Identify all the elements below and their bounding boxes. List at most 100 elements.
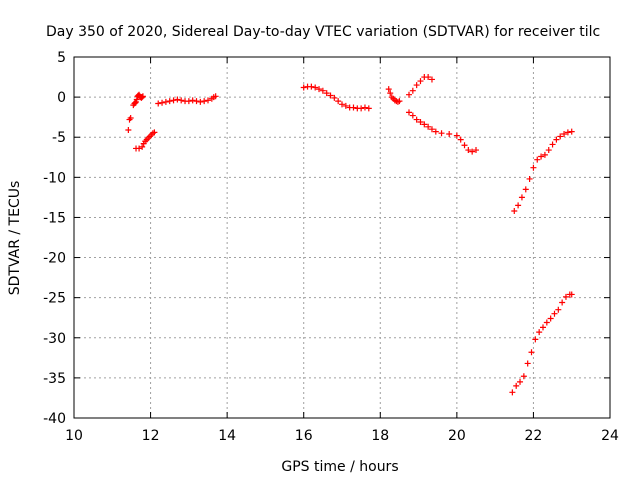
data-point <box>547 315 554 322</box>
axis-ticks: 10 12 14 16 18 20 22 24 5 0 -5 -10 -15 -20 -25 -30 -35 -4… <box>43 50 619 444</box>
data-point <box>561 131 568 138</box>
data-point <box>323 90 330 97</box>
x-tick-label: 20 <box>448 428 466 444</box>
data-point <box>513 382 520 389</box>
data-point <box>557 133 564 140</box>
data-point <box>428 126 435 133</box>
data-point <box>189 97 196 104</box>
data-point <box>461 142 468 149</box>
data-point <box>432 128 439 135</box>
data-point <box>385 86 392 93</box>
data-point <box>526 175 533 182</box>
data-point <box>536 329 543 336</box>
data-point <box>469 148 476 155</box>
data-point <box>166 98 173 105</box>
data-point <box>438 130 445 137</box>
data-point <box>201 98 208 105</box>
y-axis-label: SDTVAR / TECUs <box>7 181 23 296</box>
data-point <box>473 147 479 154</box>
data-point <box>545 147 552 154</box>
data-point <box>406 109 412 116</box>
data-point <box>406 91 412 98</box>
data-point <box>212 93 219 100</box>
y-tick-label: -20 <box>43 251 66 267</box>
data-point <box>139 143 146 150</box>
data-point <box>568 128 575 135</box>
x-tick-label: 22 <box>525 428 543 444</box>
data-point <box>413 116 420 123</box>
data-point <box>562 293 569 300</box>
data-point <box>358 105 365 112</box>
data-point <box>365 105 372 112</box>
data-point <box>339 101 345 108</box>
data-point <box>457 136 464 143</box>
data-point <box>517 378 524 385</box>
data-point <box>197 98 204 105</box>
y-tick-label: 5 <box>57 50 66 66</box>
data-point <box>125 127 132 134</box>
data-point <box>446 131 453 138</box>
data-point <box>139 94 146 101</box>
data-point <box>520 373 527 380</box>
data-point <box>530 164 537 171</box>
data-point <box>534 156 541 163</box>
y-tick-label: -5 <box>52 130 66 146</box>
data-point <box>185 98 192 105</box>
y-tick-label: -15 <box>43 210 66 226</box>
x-tick-label: 18 <box>371 428 389 444</box>
x-tick-label: 10 <box>65 428 83 444</box>
data-point <box>417 118 424 125</box>
data-point <box>300 84 307 91</box>
y-tick-label: -10 <box>43 170 66 186</box>
y-tick-label: -25 <box>43 291 66 307</box>
data-point <box>396 98 403 105</box>
x-tick-label: 12 <box>142 428 160 444</box>
data-point <box>522 186 529 193</box>
data-point <box>559 299 566 306</box>
data-point <box>549 141 556 148</box>
data-point <box>540 324 546 331</box>
data-point <box>417 78 424 85</box>
data-point <box>421 121 428 128</box>
y-tick-label: -30 <box>43 331 66 347</box>
y-tick-label: -40 <box>43 411 66 427</box>
data-point <box>524 360 531 367</box>
data-point <box>178 97 185 104</box>
data-point <box>132 99 139 106</box>
data-point <box>555 306 562 313</box>
data-point <box>518 194 525 201</box>
data-point <box>453 132 460 139</box>
x-tick-label: 16 <box>295 428 313 444</box>
data-point <box>532 336 539 343</box>
data-point <box>387 90 394 97</box>
data-point <box>139 93 146 100</box>
data-point <box>543 319 550 326</box>
y-tick-label: 0 <box>57 90 66 106</box>
x-axis-label: GPS time / hours <box>281 459 398 475</box>
x-tick-label: 24 <box>601 428 619 444</box>
data-point <box>509 389 516 396</box>
data-point <box>127 114 134 121</box>
data-point <box>538 153 545 160</box>
data-point <box>316 86 323 93</box>
data-point <box>425 123 432 130</box>
data-point <box>342 102 349 109</box>
x-tick-label: 14 <box>218 428 236 444</box>
data-point <box>308 83 315 90</box>
data-point <box>465 147 472 154</box>
data-point <box>528 349 535 356</box>
data-point <box>564 129 571 136</box>
data-point <box>151 129 158 136</box>
data-point <box>413 82 420 89</box>
data-point <box>409 87 416 94</box>
data-point <box>428 76 435 83</box>
data-point <box>155 100 162 107</box>
data-point <box>335 98 342 105</box>
data-point <box>159 99 166 106</box>
data-point <box>136 145 143 152</box>
data-point <box>350 104 357 111</box>
data-point <box>511 208 518 215</box>
data-point <box>553 136 560 143</box>
data-point <box>551 310 558 317</box>
